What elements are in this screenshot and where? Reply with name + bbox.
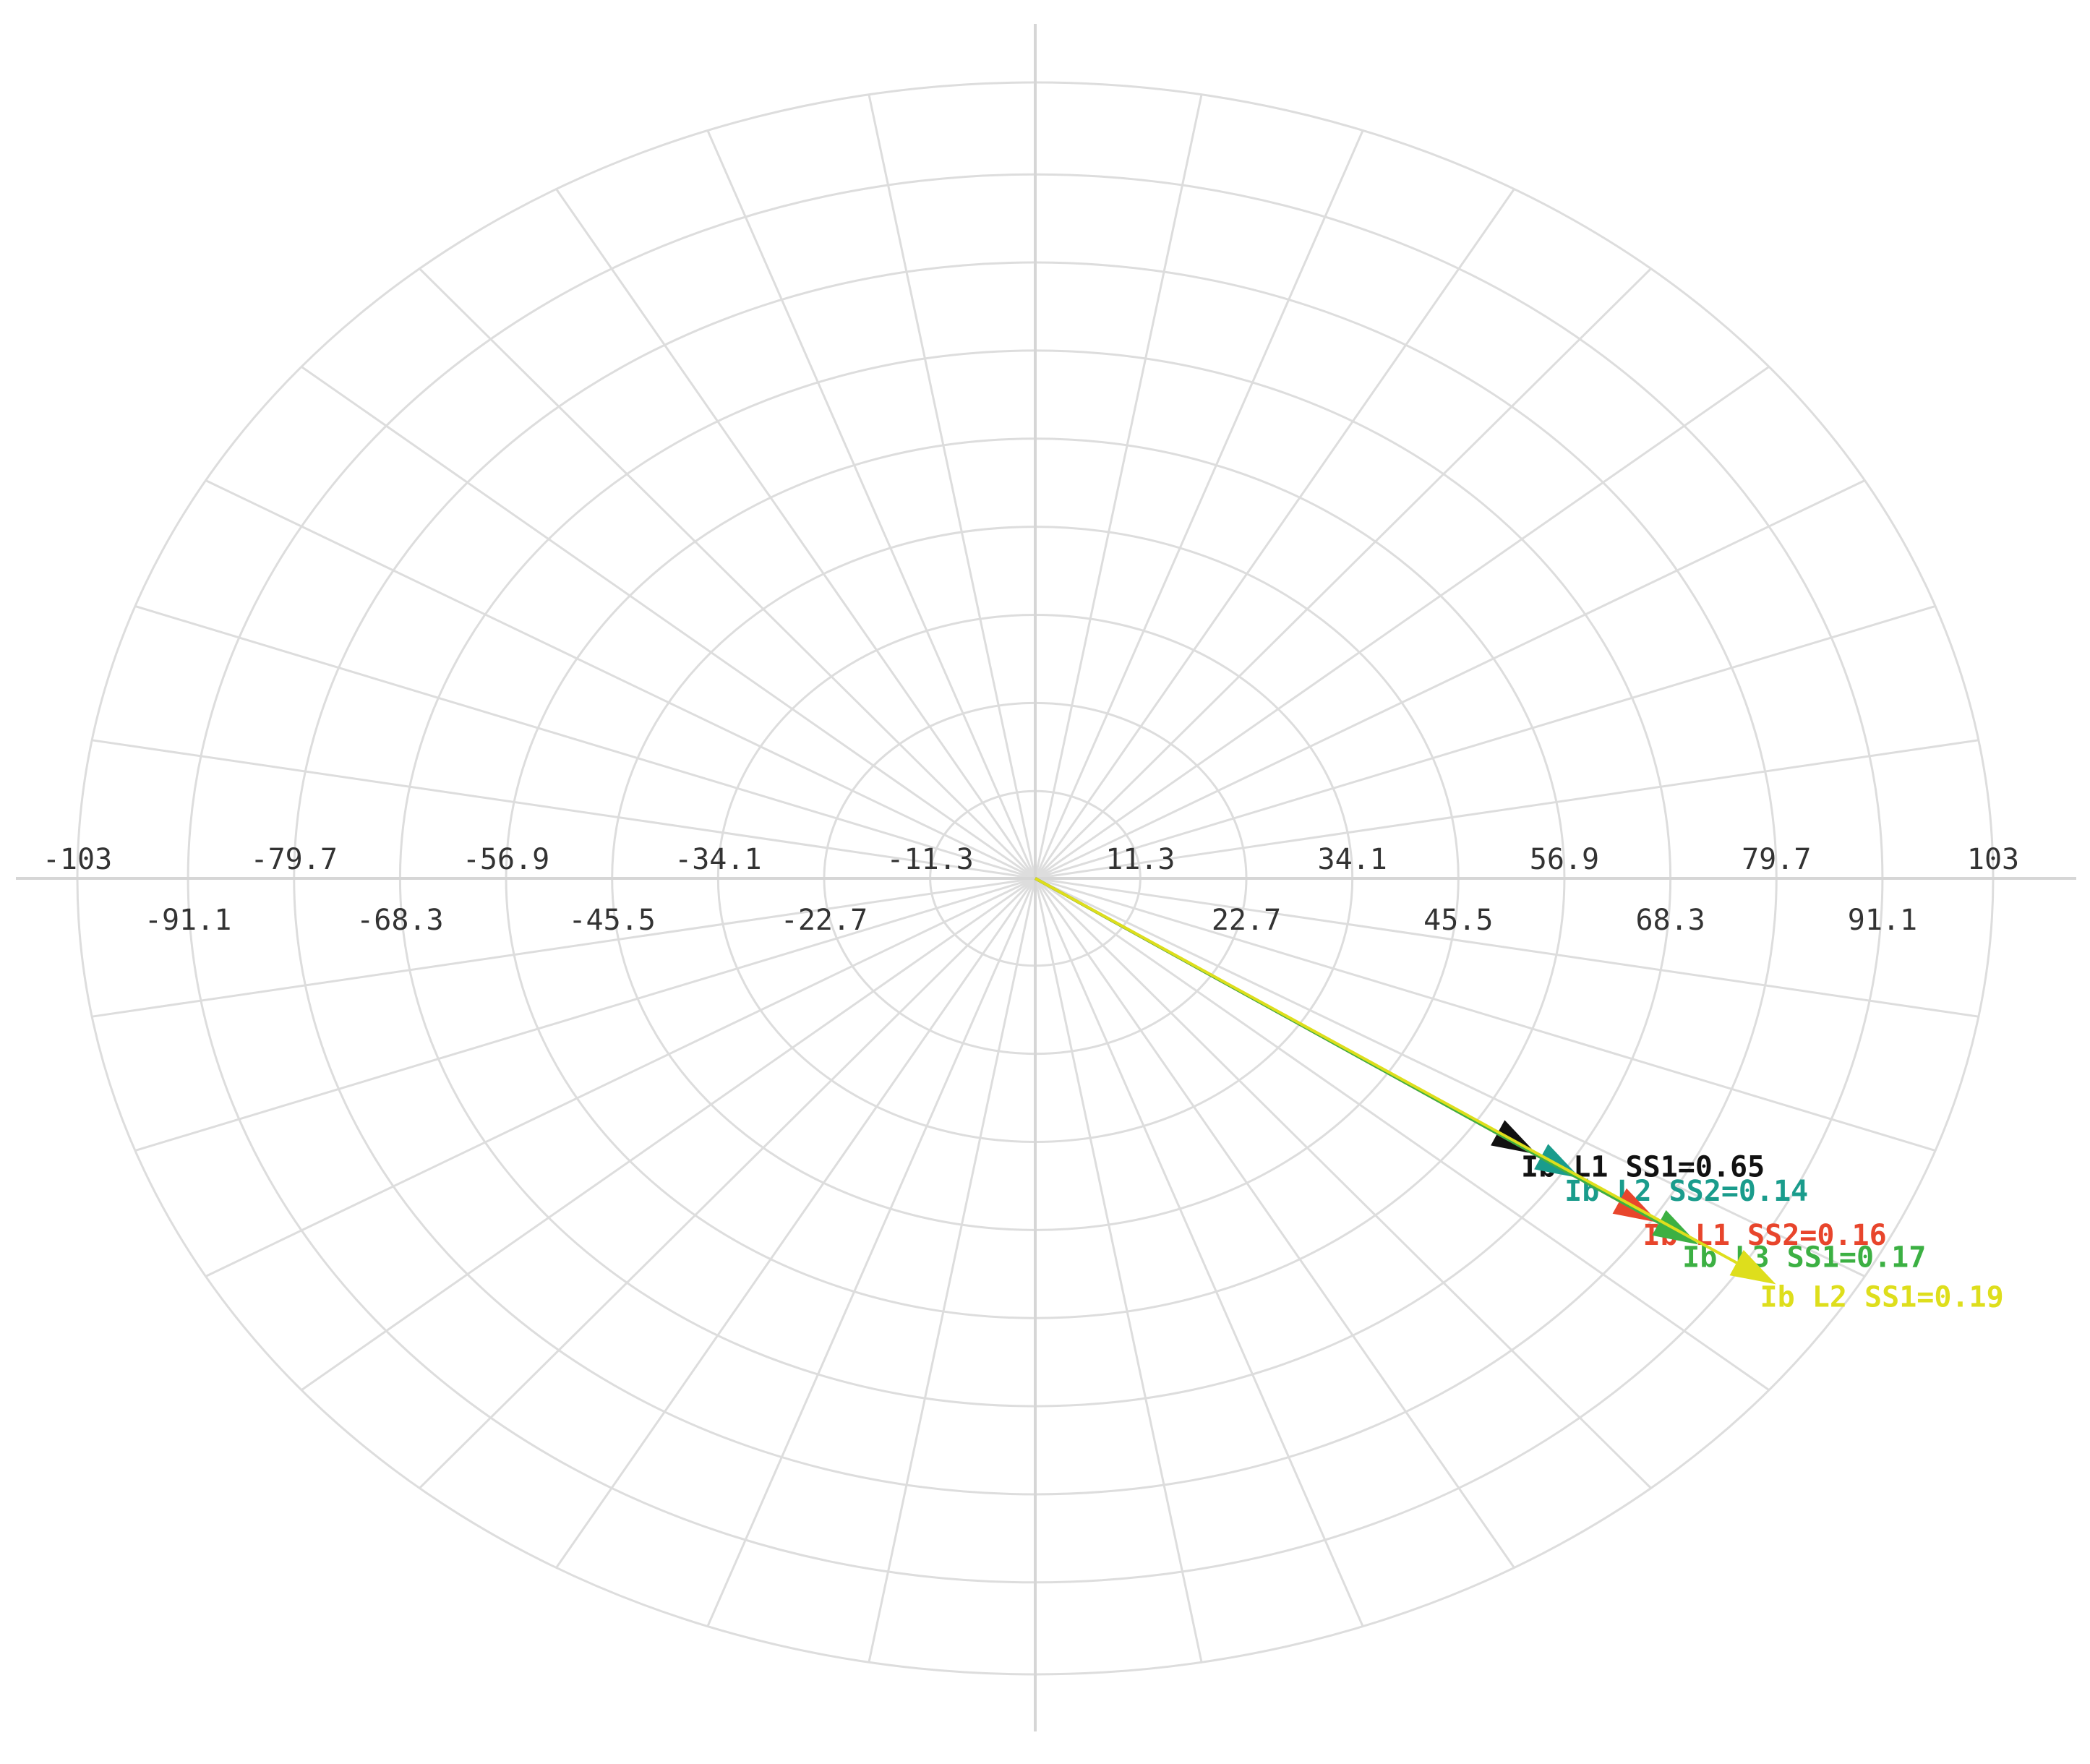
grid-spoke [706,878,1037,1627]
grid-spoke [1035,877,1770,1391]
grid-spoke [868,94,1037,879]
grid-spoke [1034,267,1652,880]
x-tick-label: -22.7 [781,904,868,937]
x-tick-label: -56.9 [463,843,549,876]
grid-spoke [419,877,1037,1489]
x-tick-label: 103 [1967,843,2019,876]
grid-spoke [1034,878,1203,1663]
x-tick-label: 56.9 [1530,843,1599,876]
x-tick-label: -103 [43,843,112,876]
grid-spoke [1034,878,1364,1627]
grid-spoke [1035,479,1866,880]
x-tick-label: 68.3 [1635,904,1705,937]
grid-spoke [134,605,1036,880]
grid-spoke [419,267,1037,880]
grid-spoke [706,129,1037,879]
grid-spoke [134,877,1036,1152]
grid-spoke [205,877,1036,1277]
grid-spoke [555,878,1037,1569]
grid-spoke [1035,605,1936,880]
grid-spoke [301,366,1036,880]
phasor: Ib L2 SS1=0.19 [1035,877,2004,1314]
phasor-shaft [1035,877,1738,1264]
phasor: Ib L3 SS1=0.17 [1035,877,1926,1274]
grid-spoke [301,877,1036,1391]
x-tick-label: 11.3 [1105,843,1175,876]
x-tick-label: -68.3 [356,904,443,937]
x-tick-label: 79.7 [1742,843,1811,876]
grid-spoke [1034,129,1364,879]
grid-spoke [91,877,1036,1018]
grid-spoke [1034,94,1203,879]
x-tick-label: -91.1 [145,904,231,937]
phasor-label: Ib L3 SS1=0.17 [1682,1241,1926,1274]
grid-spoke [1035,739,1979,880]
x-tick-label: -34.1 [674,843,761,876]
grid-spoke [1035,877,1979,1018]
grid-spoke [1034,188,1515,879]
grid-spoke [1034,877,1652,1489]
grid-spoke [1035,366,1770,880]
grid-spoke [1034,878,1515,1569]
grid-spoke [91,739,1036,880]
x-tick-label: 45.5 [1423,904,1493,937]
grid-spoke [555,188,1037,879]
phasor-label: Ib L2 SS1=0.19 [1760,1280,2004,1314]
x-tick-label: -11.3 [886,843,973,876]
grid-spoke [1035,877,1866,1277]
grid-spoke [1035,877,1936,1152]
x-tick-label: 34.1 [1318,843,1387,876]
x-tick-label: 91.1 [1848,904,1917,937]
x-tick-label: 22.7 [1212,904,1281,937]
x-tick-label: -79.7 [251,843,338,876]
grid-spoke [205,479,1036,880]
phasor-head [1729,1250,1776,1285]
grid-spoke [868,878,1037,1663]
x-tick-label: -45.5 [568,904,655,937]
